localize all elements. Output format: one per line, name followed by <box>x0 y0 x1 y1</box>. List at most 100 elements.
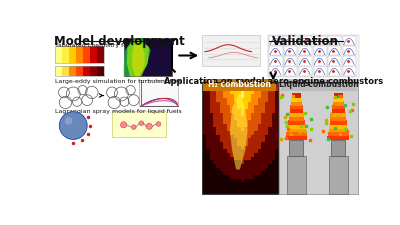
FancyBboxPatch shape <box>210 134 214 138</box>
FancyBboxPatch shape <box>210 127 214 131</box>
FancyBboxPatch shape <box>275 116 279 120</box>
FancyBboxPatch shape <box>206 94 210 98</box>
FancyBboxPatch shape <box>216 101 220 105</box>
FancyBboxPatch shape <box>237 178 241 182</box>
FancyBboxPatch shape <box>258 105 262 109</box>
FancyBboxPatch shape <box>254 189 258 193</box>
FancyBboxPatch shape <box>216 189 220 193</box>
FancyBboxPatch shape <box>254 182 258 186</box>
FancyBboxPatch shape <box>272 178 276 182</box>
FancyBboxPatch shape <box>213 186 217 190</box>
FancyBboxPatch shape <box>299 46 312 56</box>
FancyBboxPatch shape <box>210 86 214 90</box>
FancyBboxPatch shape <box>299 66 312 76</box>
FancyBboxPatch shape <box>216 119 220 124</box>
FancyBboxPatch shape <box>244 149 248 153</box>
FancyBboxPatch shape <box>203 97 206 101</box>
FancyBboxPatch shape <box>261 134 265 138</box>
FancyBboxPatch shape <box>268 138 272 142</box>
FancyBboxPatch shape <box>50 27 360 200</box>
FancyBboxPatch shape <box>254 101 258 105</box>
FancyBboxPatch shape <box>230 108 234 112</box>
FancyBboxPatch shape <box>210 145 214 149</box>
FancyBboxPatch shape <box>216 94 220 98</box>
FancyBboxPatch shape <box>275 164 279 168</box>
FancyBboxPatch shape <box>210 149 214 153</box>
FancyBboxPatch shape <box>241 142 244 146</box>
FancyBboxPatch shape <box>244 90 248 94</box>
FancyBboxPatch shape <box>213 94 217 98</box>
FancyBboxPatch shape <box>223 86 227 90</box>
FancyBboxPatch shape <box>258 86 262 90</box>
FancyBboxPatch shape <box>248 175 251 179</box>
Circle shape <box>59 112 87 140</box>
FancyBboxPatch shape <box>268 160 272 164</box>
FancyBboxPatch shape <box>230 156 234 160</box>
FancyBboxPatch shape <box>275 171 279 175</box>
FancyBboxPatch shape <box>234 149 238 153</box>
FancyBboxPatch shape <box>230 138 234 142</box>
FancyBboxPatch shape <box>230 94 234 98</box>
FancyBboxPatch shape <box>213 119 217 124</box>
FancyBboxPatch shape <box>234 90 238 94</box>
FancyBboxPatch shape <box>272 167 276 171</box>
FancyBboxPatch shape <box>251 116 255 120</box>
FancyBboxPatch shape <box>265 112 269 116</box>
FancyBboxPatch shape <box>251 105 255 109</box>
FancyBboxPatch shape <box>216 186 220 190</box>
FancyBboxPatch shape <box>237 105 241 109</box>
FancyBboxPatch shape <box>206 145 210 149</box>
FancyBboxPatch shape <box>220 178 224 182</box>
FancyBboxPatch shape <box>333 101 344 106</box>
FancyBboxPatch shape <box>216 160 220 164</box>
FancyBboxPatch shape <box>203 134 206 138</box>
FancyBboxPatch shape <box>227 127 231 131</box>
FancyBboxPatch shape <box>203 105 206 109</box>
FancyBboxPatch shape <box>254 97 258 101</box>
FancyBboxPatch shape <box>210 142 214 146</box>
FancyBboxPatch shape <box>290 109 303 113</box>
Circle shape <box>131 125 136 129</box>
FancyBboxPatch shape <box>223 94 227 98</box>
FancyBboxPatch shape <box>76 46 83 63</box>
FancyBboxPatch shape <box>230 112 234 116</box>
FancyBboxPatch shape <box>251 164 255 168</box>
FancyBboxPatch shape <box>213 97 217 101</box>
FancyBboxPatch shape <box>272 156 276 160</box>
FancyBboxPatch shape <box>237 138 241 142</box>
Text: Liquid combustion: Liquid combustion <box>279 80 359 89</box>
FancyBboxPatch shape <box>258 108 262 112</box>
FancyBboxPatch shape <box>241 134 244 138</box>
FancyBboxPatch shape <box>258 160 262 164</box>
FancyBboxPatch shape <box>258 156 262 160</box>
FancyBboxPatch shape <box>248 138 251 142</box>
FancyBboxPatch shape <box>206 90 210 94</box>
FancyBboxPatch shape <box>272 116 276 120</box>
FancyBboxPatch shape <box>268 119 272 124</box>
FancyBboxPatch shape <box>268 171 272 175</box>
FancyBboxPatch shape <box>220 156 224 160</box>
FancyBboxPatch shape <box>275 160 279 164</box>
FancyBboxPatch shape <box>261 112 265 116</box>
FancyBboxPatch shape <box>220 167 224 171</box>
FancyBboxPatch shape <box>328 66 342 76</box>
FancyBboxPatch shape <box>230 127 234 131</box>
FancyBboxPatch shape <box>288 116 304 121</box>
FancyBboxPatch shape <box>227 186 231 190</box>
FancyBboxPatch shape <box>241 83 244 87</box>
FancyBboxPatch shape <box>254 186 258 190</box>
FancyBboxPatch shape <box>237 153 241 157</box>
FancyBboxPatch shape <box>284 36 297 45</box>
FancyBboxPatch shape <box>272 171 276 175</box>
FancyBboxPatch shape <box>254 175 258 179</box>
FancyBboxPatch shape <box>268 134 272 138</box>
FancyBboxPatch shape <box>258 97 262 101</box>
FancyBboxPatch shape <box>234 94 238 98</box>
FancyBboxPatch shape <box>213 108 217 112</box>
FancyBboxPatch shape <box>261 164 265 168</box>
FancyBboxPatch shape <box>265 134 269 138</box>
FancyBboxPatch shape <box>234 123 238 127</box>
FancyBboxPatch shape <box>203 167 206 171</box>
FancyBboxPatch shape <box>210 156 214 160</box>
FancyBboxPatch shape <box>275 119 279 124</box>
